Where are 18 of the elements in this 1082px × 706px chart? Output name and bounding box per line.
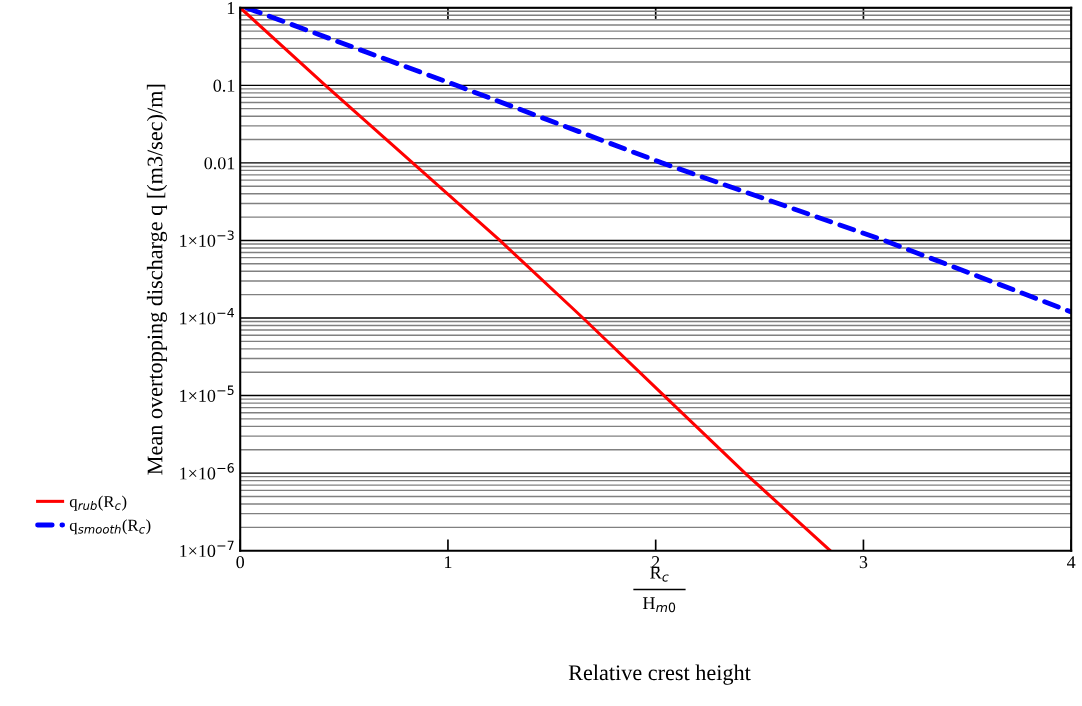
text: H$_{m0}$	[642, 597, 676, 613]
y-tick-label: 1×10$^{−6}$	[180, 463, 234, 480]
legend-label: q$_{smooth}$(R$_{c}$)	[69, 519, 151, 535]
y-tick-label: 1×10$^{−3}$	[180, 230, 234, 247]
y-tick-label: 0.1	[213, 79, 235, 92]
legend-label: q$_{rub}$(R$_{c}$)	[69, 495, 127, 511]
x-tick-label: 3	[859, 556, 868, 569]
x-tick-label: 0	[236, 556, 245, 569]
y-tick-label: 0.01	[204, 157, 235, 170]
x-tick-label: 1	[445, 556, 452, 569]
x-axis-title: Relative crest height	[568, 664, 751, 685]
x-tick-label: 4	[1067, 556, 1076, 569]
y-tick-label: 1×10$^{−5}$	[180, 385, 234, 402]
y-tick-label: 1	[227, 2, 235, 15]
line-series	[244, 7, 1072, 315]
y-axis-title: Mean overtopping discharge q [(m3/sec)/m]	[146, 84, 168, 475]
y-tick-label: 1×10$^{−4}$	[180, 308, 235, 325]
y-tick-label: 1×10$^{−7}$	[180, 540, 234, 558]
